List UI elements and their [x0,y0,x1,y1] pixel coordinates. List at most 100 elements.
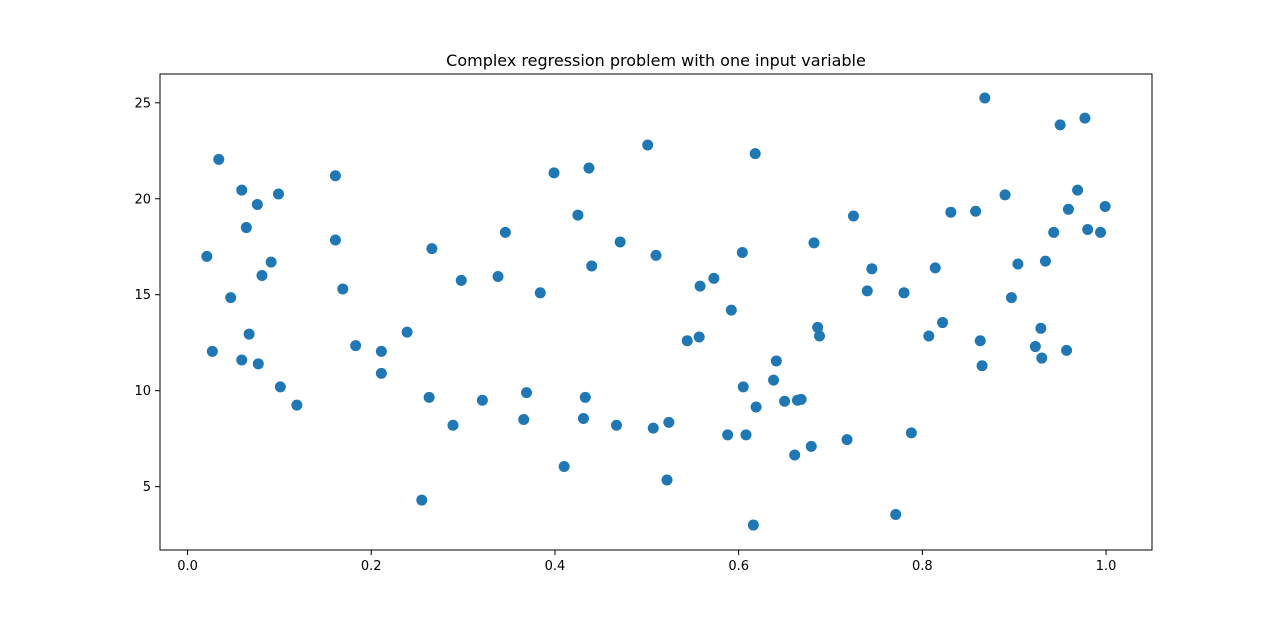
data-point [923,330,935,342]
data-point [1062,203,1074,215]
data-point [736,247,748,258]
data-point [750,401,762,413]
data-point [661,474,673,486]
data-point [693,331,705,343]
data-point [426,243,438,255]
data-point [1005,292,1017,304]
data-point [1099,200,1111,212]
data-point [614,236,626,248]
x-tick-label: 1.0 [1096,559,1117,574]
data-point [722,429,734,441]
data-point [518,413,530,425]
data-point [586,260,598,272]
data-point [272,188,284,200]
x-tick-label: 0.2 [361,559,382,574]
data-points [201,92,1111,531]
data-point [1012,258,1024,270]
data-point [768,374,780,386]
data-point [737,381,749,393]
x-axis: 0.0 0.2 0.4 0.6 0.8 1.0 [177,550,1116,574]
data-point [945,206,957,218]
data-point [808,237,820,249]
data-point [663,416,675,428]
data-point [866,263,878,275]
data-point [814,330,825,342]
data-point [999,189,1011,201]
data-point [520,387,532,399]
data-point [650,249,662,261]
data-point [749,148,761,160]
data-point [789,449,801,461]
data-point [970,205,982,217]
data-point [236,184,248,196]
data-point [890,508,902,520]
data-point [236,354,248,366]
data-point [974,335,986,347]
y-tick-label: 15 [134,288,151,303]
data-point [861,285,873,297]
data-point [329,234,341,246]
data-point [1061,344,1073,356]
data-point [979,92,991,104]
data-point [841,434,853,446]
y-axis: 5 10 15 20 25 [134,96,160,495]
data-point [447,419,459,431]
x-tick-label: 0.6 [728,559,749,574]
data-point [647,422,659,434]
data-point [1029,341,1041,353]
data-point [1082,223,1094,235]
data-point [779,395,791,407]
y-tick-label: 10 [134,384,151,399]
plot-area-frame [159,73,1153,551]
data-point [1095,226,1107,238]
data-point [572,209,584,221]
data-point [401,326,413,338]
data-point [375,367,387,379]
data-point [265,256,277,268]
data-point [455,274,467,286]
data-point [243,328,255,340]
data-point [201,250,213,262]
data-point [225,292,237,304]
data-point [929,262,941,274]
data-point [492,270,504,282]
data-point [747,519,759,531]
data-point [976,360,988,372]
data-point [337,283,349,295]
data-point [579,391,591,403]
data-point [1054,119,1066,131]
data-point [558,461,570,473]
data-point [252,358,264,370]
data-point [423,391,435,403]
data-point [694,280,706,292]
y-tick-label: 20 [134,192,151,207]
y-tick-label: 25 [134,96,151,111]
data-point [548,167,560,179]
data-point [329,170,341,182]
data-point [905,427,917,439]
data-point [256,270,268,282]
data-point [611,419,622,431]
x-tick-label: 0.8 [912,559,933,574]
data-point [642,139,654,151]
data-point [499,226,511,238]
data-point [812,321,824,333]
data-point [1039,255,1051,267]
data-point [1079,112,1091,124]
data-point [1072,184,1084,196]
data-point [740,429,752,441]
data-point [350,340,362,352]
data-point [898,287,910,299]
data-point [577,413,589,425]
data-point [770,355,782,367]
chart-title: Complex regression problem with one inpu… [446,51,866,70]
data-point [1048,226,1060,238]
data-point [583,162,595,174]
data-point [291,399,303,411]
data-point [476,394,488,406]
data-point [375,345,387,357]
data-point [534,287,546,299]
data-point [795,393,807,405]
data-point [937,317,949,329]
